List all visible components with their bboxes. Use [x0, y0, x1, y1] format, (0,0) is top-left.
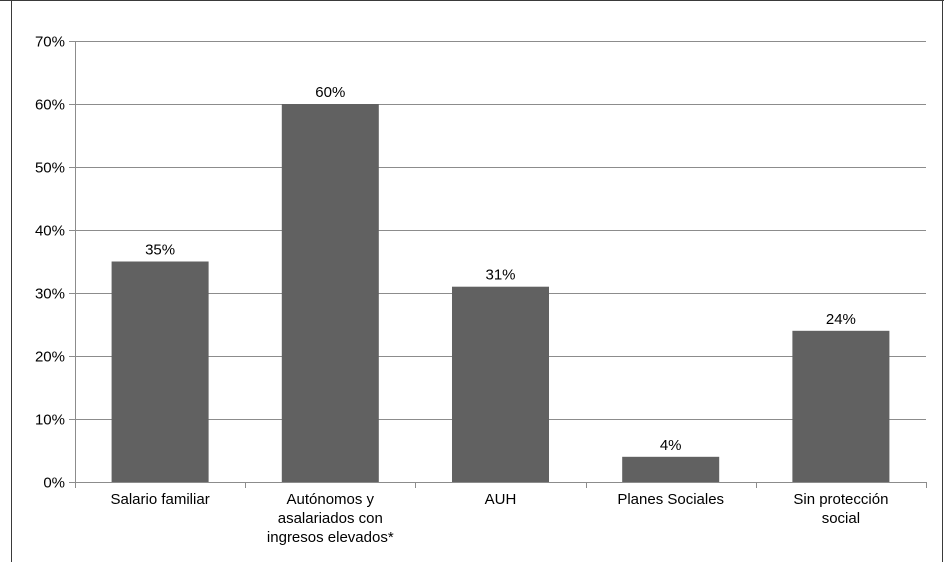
y-tick-label: 70%: [35, 34, 65, 51]
bar: [281, 104, 379, 482]
x-category-label: AUH: [485, 491, 517, 508]
bar: [451, 286, 550, 482]
data-label: 60%: [315, 84, 345, 101]
x-category-label: Planes Sociales: [617, 491, 724, 508]
y-tick-label: 60%: [35, 97, 65, 114]
labels: 0% 10% 20% 30% 40% 50% 60% 70% 35% Salario famili…: [35, 34, 888, 547]
x-category-label: Autónomos y asalariados con ingresos eleva…: [267, 491, 394, 546]
data-label: 31%: [485, 267, 515, 284]
y-tick-label: 50%: [35, 160, 65, 177]
axes: [69, 41, 927, 488]
data-label: 35%: [145, 242, 175, 259]
bar: [622, 456, 720, 482]
y-tick-label: 40%: [35, 223, 65, 240]
x-category-label: Salario familiar: [110, 491, 209, 508]
data-label: 24%: [826, 311, 856, 328]
bar: [792, 330, 890, 482]
x-category-label: Sin protección social: [793, 491, 888, 527]
frame-top-border: [0, 0, 944, 1]
frame-right-border: [942, 0, 943, 562]
data-label: 4%: [660, 437, 682, 454]
bar: [111, 261, 209, 482]
y-tick-label: 20%: [35, 349, 65, 366]
y-tick-label: 0%: [43, 475, 65, 492]
y-tick-label: 10%: [35, 412, 65, 429]
y-tick-label: 30%: [35, 286, 65, 303]
frame-left-border: [11, 0, 12, 562]
bars: [111, 104, 890, 482]
